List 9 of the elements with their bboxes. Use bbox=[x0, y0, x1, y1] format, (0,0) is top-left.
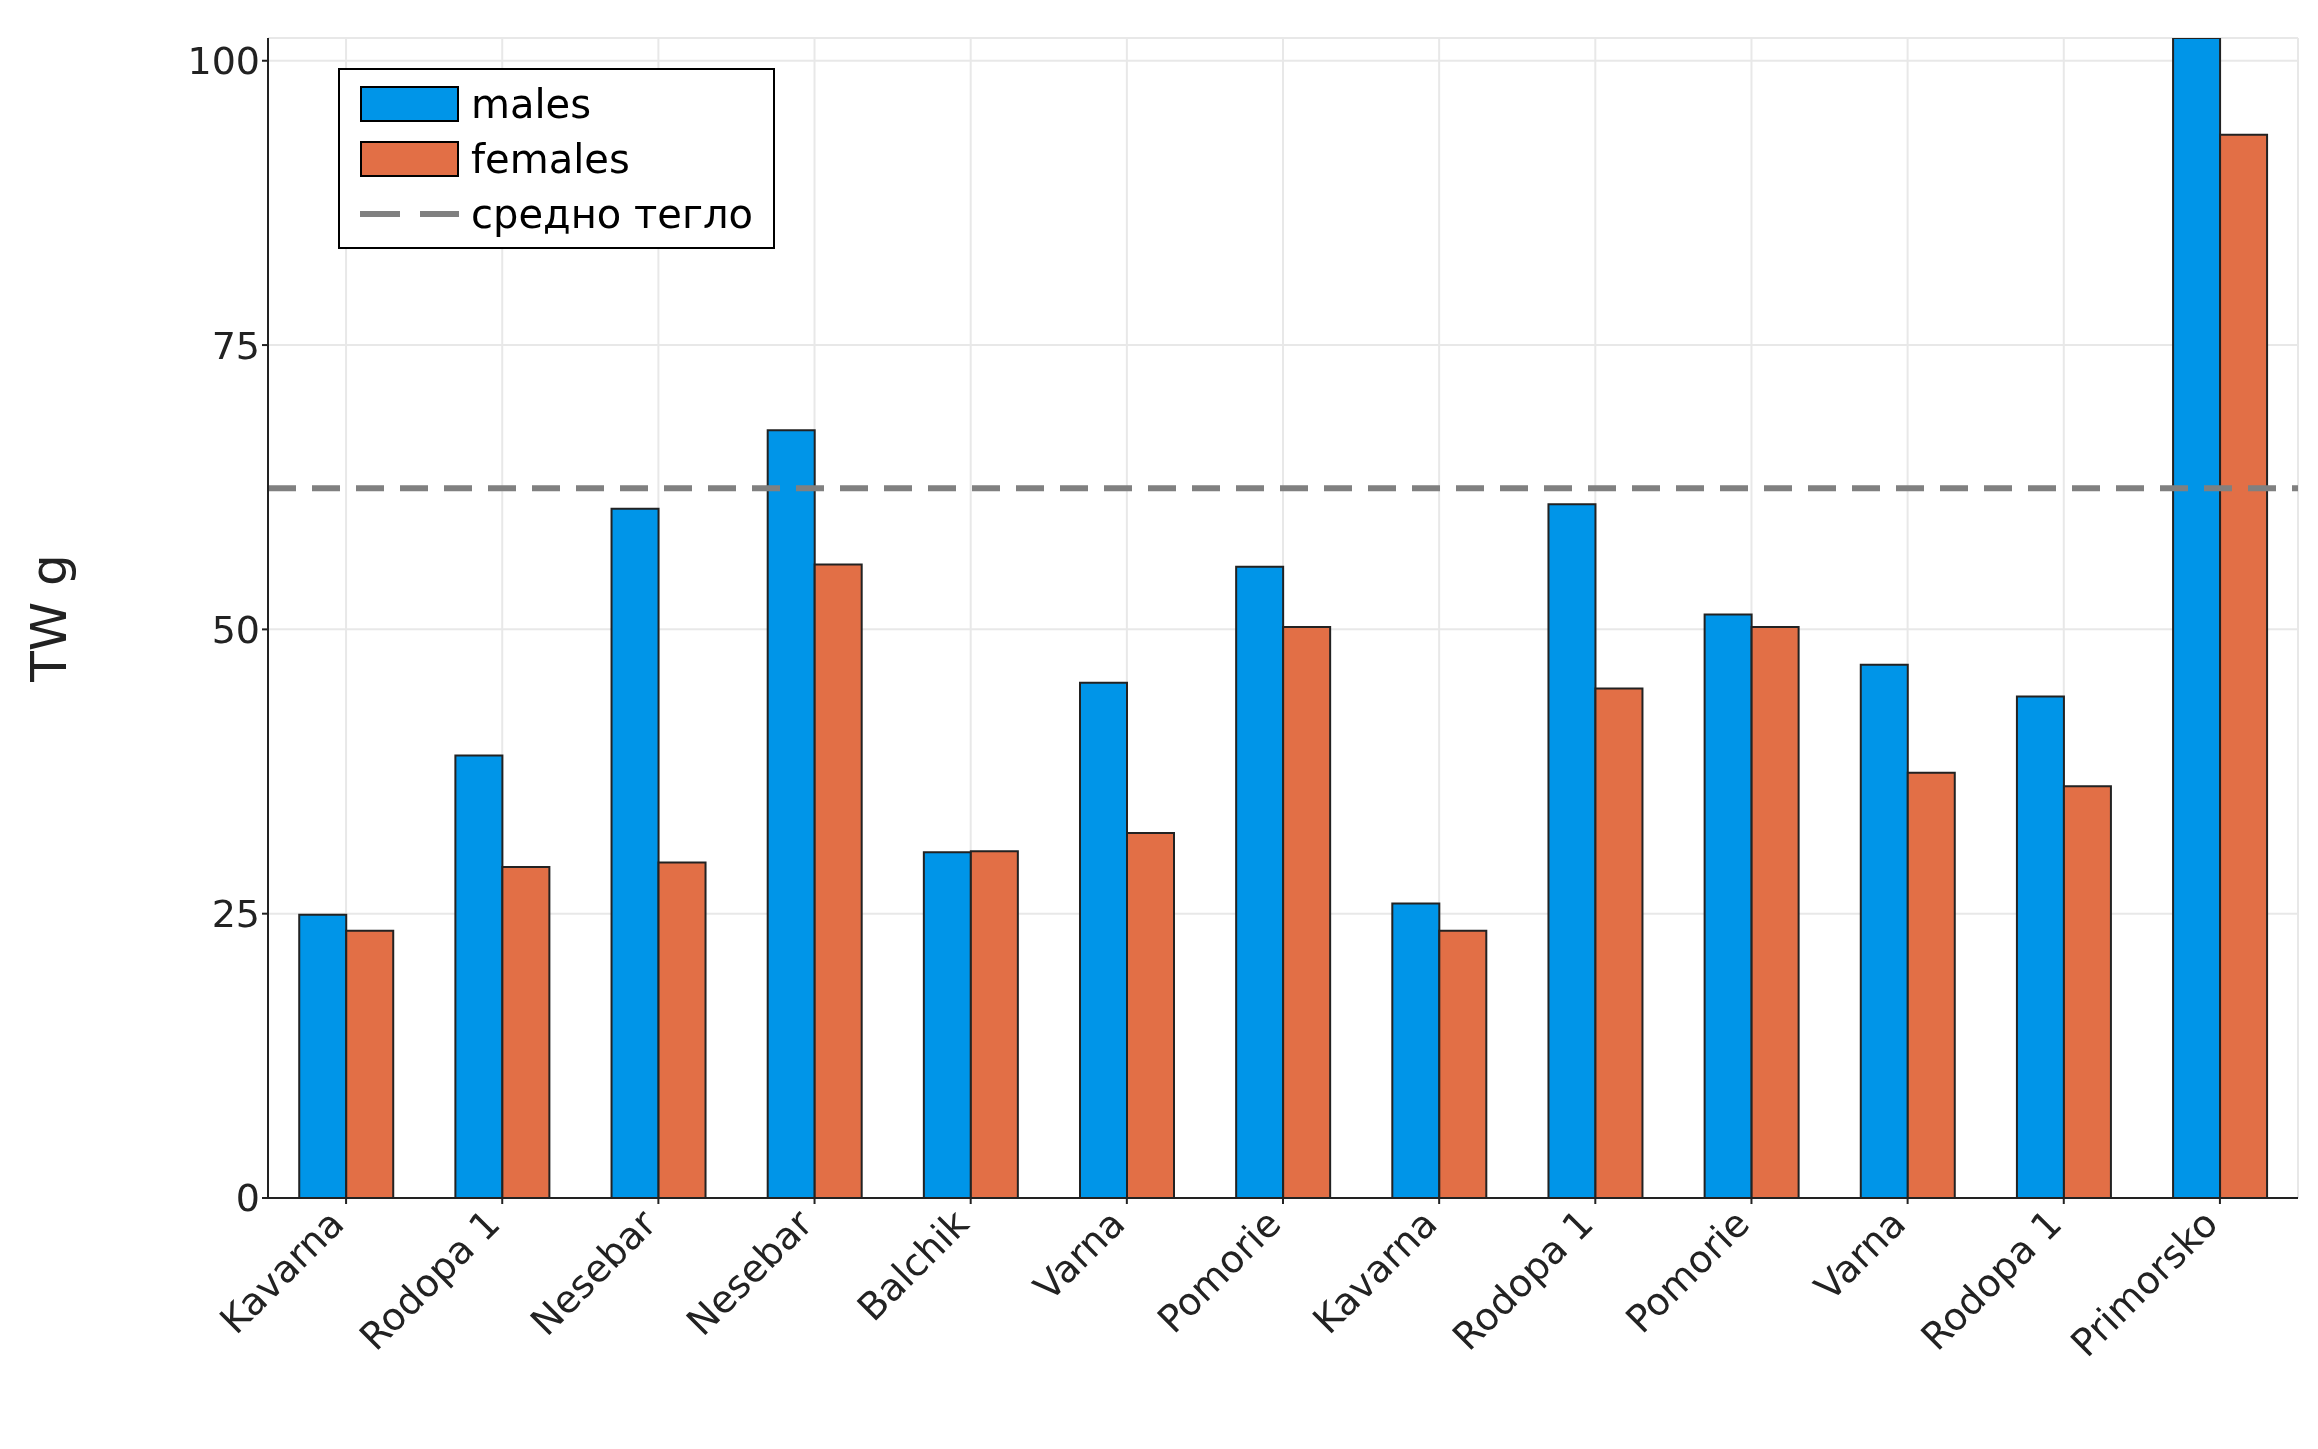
y-tick-label: 50 bbox=[211, 607, 260, 652]
y-tick-label: 100 bbox=[187, 39, 260, 84]
legend-label: males bbox=[471, 80, 592, 127]
y-tick-label: 0 bbox=[235, 1176, 260, 1221]
y-tick-label: 75 bbox=[211, 323, 260, 368]
y-axis-title: TW g bbox=[19, 554, 78, 683]
legend-label: females bbox=[471, 135, 630, 182]
y-tick-label: 25 bbox=[211, 892, 260, 937]
legend-label: средно тегло bbox=[471, 190, 753, 237]
